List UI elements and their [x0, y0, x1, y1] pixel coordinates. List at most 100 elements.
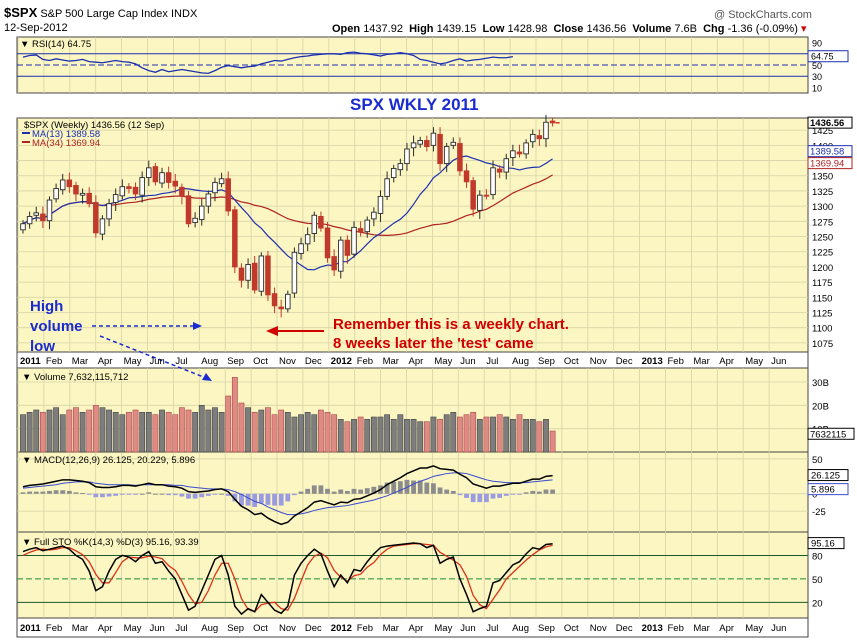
- x-tick-label: Nov: [590, 623, 607, 634]
- macd-histogram-bar: [331, 491, 337, 494]
- candle-body: [165, 172, 172, 183]
- candle-body: [79, 192, 86, 196]
- macd-histogram-bar: [153, 493, 158, 495]
- candle-body: [470, 180, 476, 210]
- volume-bar: [509, 419, 516, 453]
- macd-histogram-bar: [166, 493, 172, 496]
- volume-bar: [344, 421, 351, 453]
- price-tick-label: 1225: [812, 248, 833, 259]
- price-tick-label: 1300: [812, 202, 833, 213]
- rsi-tick-label: 10: [812, 83, 822, 93]
- candle-body: [238, 267, 245, 281]
- macd-histogram-bar: [119, 493, 125, 495]
- x-tick-label: Feb: [357, 623, 373, 634]
- x-tick-label: Mar: [72, 623, 88, 634]
- high-label: High: [409, 23, 434, 35]
- volume-bar: [212, 407, 218, 453]
- volume-bar: [245, 407, 251, 453]
- macd-histogram-bar: [404, 479, 410, 494]
- candle-body: [146, 167, 152, 179]
- macd-histogram-bar: [305, 488, 311, 494]
- chg-value: -1.36 (-0.09%): [727, 23, 798, 35]
- volume-bar: [126, 412, 132, 453]
- sto-tick-label: 80: [812, 551, 823, 562]
- low-value: 1428.98: [507, 23, 548, 35]
- x-tick-label: Feb: [357, 356, 373, 367]
- candle-body: [318, 216, 324, 229]
- price-value-label: 1369.94: [810, 159, 844, 170]
- candle-body: [424, 140, 430, 148]
- annotation-high-volume-low: volume: [30, 318, 83, 335]
- close-label: Close: [553, 23, 584, 35]
- macd-histogram-bar: [503, 493, 509, 496]
- x-tick-label: 2012: [331, 356, 352, 367]
- chart-header-left: $SPX S&P 500 Large Cap Index INDX: [4, 5, 197, 20]
- candle-body: [477, 194, 483, 211]
- candle-body: [46, 199, 53, 222]
- volume-bar: [324, 412, 331, 453]
- candle-body: [331, 256, 337, 271]
- x-tick-label: Nov: [279, 356, 296, 367]
- macd-histogram-bar: [470, 493, 476, 503]
- candle-body: [549, 120, 556, 124]
- stockcharts-watermark[interactable]: @ StockCharts.com: [714, 9, 812, 21]
- x-tick-label: Mar: [383, 356, 399, 367]
- candle-body: [543, 121, 549, 140]
- price-tick-label: 1350: [812, 172, 833, 183]
- high-value: 1439.15: [436, 23, 477, 35]
- price-panel-background: [16, 117, 809, 353]
- macd-histogram-bar: [411, 480, 416, 494]
- x-tick-label: Aug: [201, 356, 218, 367]
- candle-body: [529, 133, 536, 143]
- candle-body: [179, 186, 185, 197]
- volume-bar: [66, 409, 73, 453]
- annotation-arrowhead: [202, 373, 212, 381]
- x-tick-label: Feb: [46, 356, 62, 367]
- candle-body: [410, 142, 417, 149]
- candle-body: [510, 150, 516, 158]
- macd-histogram-bar: [318, 485, 324, 494]
- volume-bar: [311, 414, 318, 453]
- candle-body: [258, 255, 265, 292]
- x-tick-label: May: [434, 356, 452, 367]
- x-tick-label: Aug: [201, 623, 218, 634]
- macd-histogram-bar: [232, 493, 238, 502]
- volume-bar: [384, 414, 390, 453]
- macd-histogram-bar: [464, 493, 469, 498]
- volume-last-value-box: [807, 427, 855, 440]
- volume-bar: [205, 409, 212, 453]
- macd-histogram-bar: [457, 493, 463, 496]
- volume-bar: [284, 412, 291, 453]
- volume-bar: [79, 412, 86, 453]
- x-tick-label: Jun: [150, 356, 165, 367]
- volume-bar: [119, 414, 126, 453]
- candle-body: [53, 188, 59, 200]
- macd-tick-label: 50: [812, 455, 823, 466]
- volume-bar: [139, 412, 146, 453]
- candle-body: [457, 143, 463, 172]
- x-tick-label: Apr: [409, 356, 424, 367]
- macd-histogram-bar: [40, 491, 46, 494]
- macd-histogram-bar: [225, 493, 231, 496]
- macd-histogram-bar: [20, 492, 26, 494]
- candle-body: [251, 262, 258, 291]
- candle-body: [496, 168, 503, 173]
- macd-histogram-bar: [100, 493, 105, 498]
- volume-bar: [457, 416, 463, 453]
- macd-histogram-bar: [179, 493, 185, 497]
- panel-backgrounds: [16, 36, 809, 638]
- x-tick-label: 2012: [331, 623, 352, 634]
- volume-bar: [33, 409, 40, 453]
- macd-histogram-bar: [133, 493, 138, 495]
- price-tick-label: 1175: [812, 278, 832, 289]
- candle-body: [225, 178, 231, 212]
- volume-bar: [351, 419, 357, 453]
- open-value: 1437.92: [363, 23, 403, 35]
- volume-bar: [331, 414, 338, 453]
- macd-histogram-bar: [159, 493, 165, 495]
- candle-body: [483, 194, 490, 197]
- volume-bar: [165, 412, 172, 453]
- x-tick-label: Apr: [719, 356, 734, 367]
